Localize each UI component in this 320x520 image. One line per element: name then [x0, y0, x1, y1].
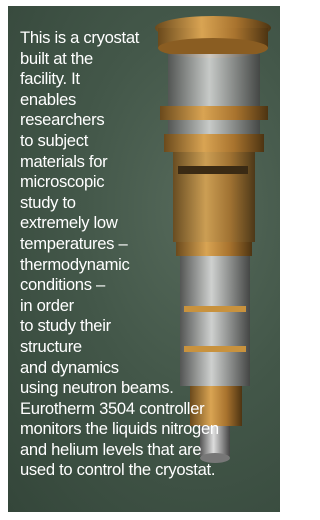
caption-line: Eurotherm 3504 controller: [20, 399, 219, 420]
caption-line: built at the: [20, 49, 219, 70]
caption-line: researchers: [20, 110, 219, 131]
caption-line: to study their: [20, 316, 219, 337]
caption-line: This is a cryostat: [20, 28, 219, 49]
caption-line: temperatures –: [20, 234, 219, 255]
caption-line: used to control the cryostat.: [20, 460, 219, 481]
caption-line: facility. It: [20, 69, 219, 90]
caption-line: conditions –: [20, 275, 219, 296]
caption-line: study to: [20, 193, 219, 214]
caption-line: thermodynamic: [20, 255, 219, 276]
caption-line: enables: [20, 90, 219, 111]
caption-line: and helium levels that are: [20, 440, 219, 461]
caption-line: materials for: [20, 152, 219, 173]
caption-line: in order: [20, 296, 219, 317]
caption-line: structure: [20, 337, 219, 358]
caption-line: and dynamics: [20, 358, 219, 379]
caption-line: extremely low: [20, 213, 219, 234]
caption-line: using neutron beams.: [20, 378, 219, 399]
caption-line: to subject: [20, 131, 219, 152]
caption-line: microscopic: [20, 172, 219, 193]
caption-line: monitors the liquids nitrogen: [20, 419, 219, 440]
